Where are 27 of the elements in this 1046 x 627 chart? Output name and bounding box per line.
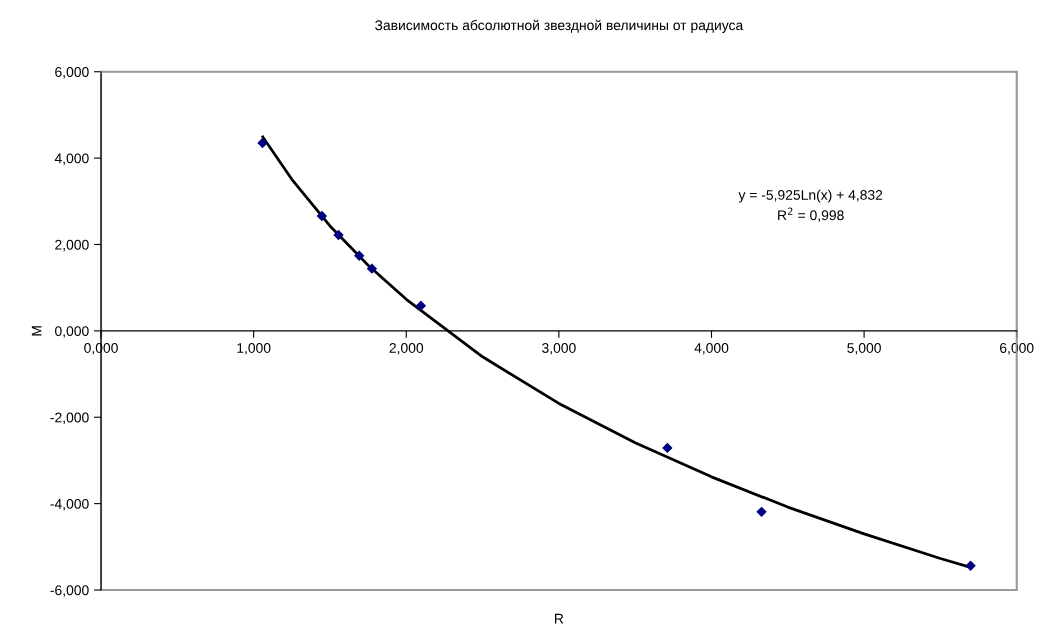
- y-tick-label: 4,000: [54, 153, 89, 165]
- y-tick-label: -6,000: [50, 585, 89, 597]
- annotation: y = -5,925Ln(x) + 4,832: [738, 189, 883, 203]
- x-tick-label: 1,000: [237, 343, 271, 355]
- point: [354, 250, 365, 261]
- y-tick-label: 0,000: [55, 326, 89, 338]
- y-tick-label: -4,000: [50, 498, 89, 511]
- x-tick-label: 2,000: [389, 343, 424, 355]
- y-tick-label: 6,000: [55, 67, 89, 79]
- x-tick-label: 3,000: [542, 343, 576, 355]
- x-tick-label: 4,000: [694, 343, 729, 355]
- y-tick-label: 2,000: [55, 239, 89, 252]
- y-tick-label: -2,000: [50, 412, 89, 425]
- annotation: R$^{2}$ = 0,998: [778, 207, 844, 222]
- point: [756, 506, 767, 518]
- x-axis-title: R: [555, 613, 564, 624]
- y-axis-title: M: [31, 326, 42, 336]
- point: [662, 442, 673, 454]
- point: [965, 560, 976, 572]
- point: [333, 229, 344, 241]
- chart-title: Зависимость абсолютной звездной величины от радиуса: [375, 19, 744, 33]
- point: [366, 263, 378, 274]
- x-tick-label: 5,000: [847, 343, 881, 355]
- point: [415, 300, 427, 312]
- point: [257, 137, 268, 149]
- point: [316, 210, 328, 222]
- x-tick-label: 6,000: [1000, 343, 1034, 355]
